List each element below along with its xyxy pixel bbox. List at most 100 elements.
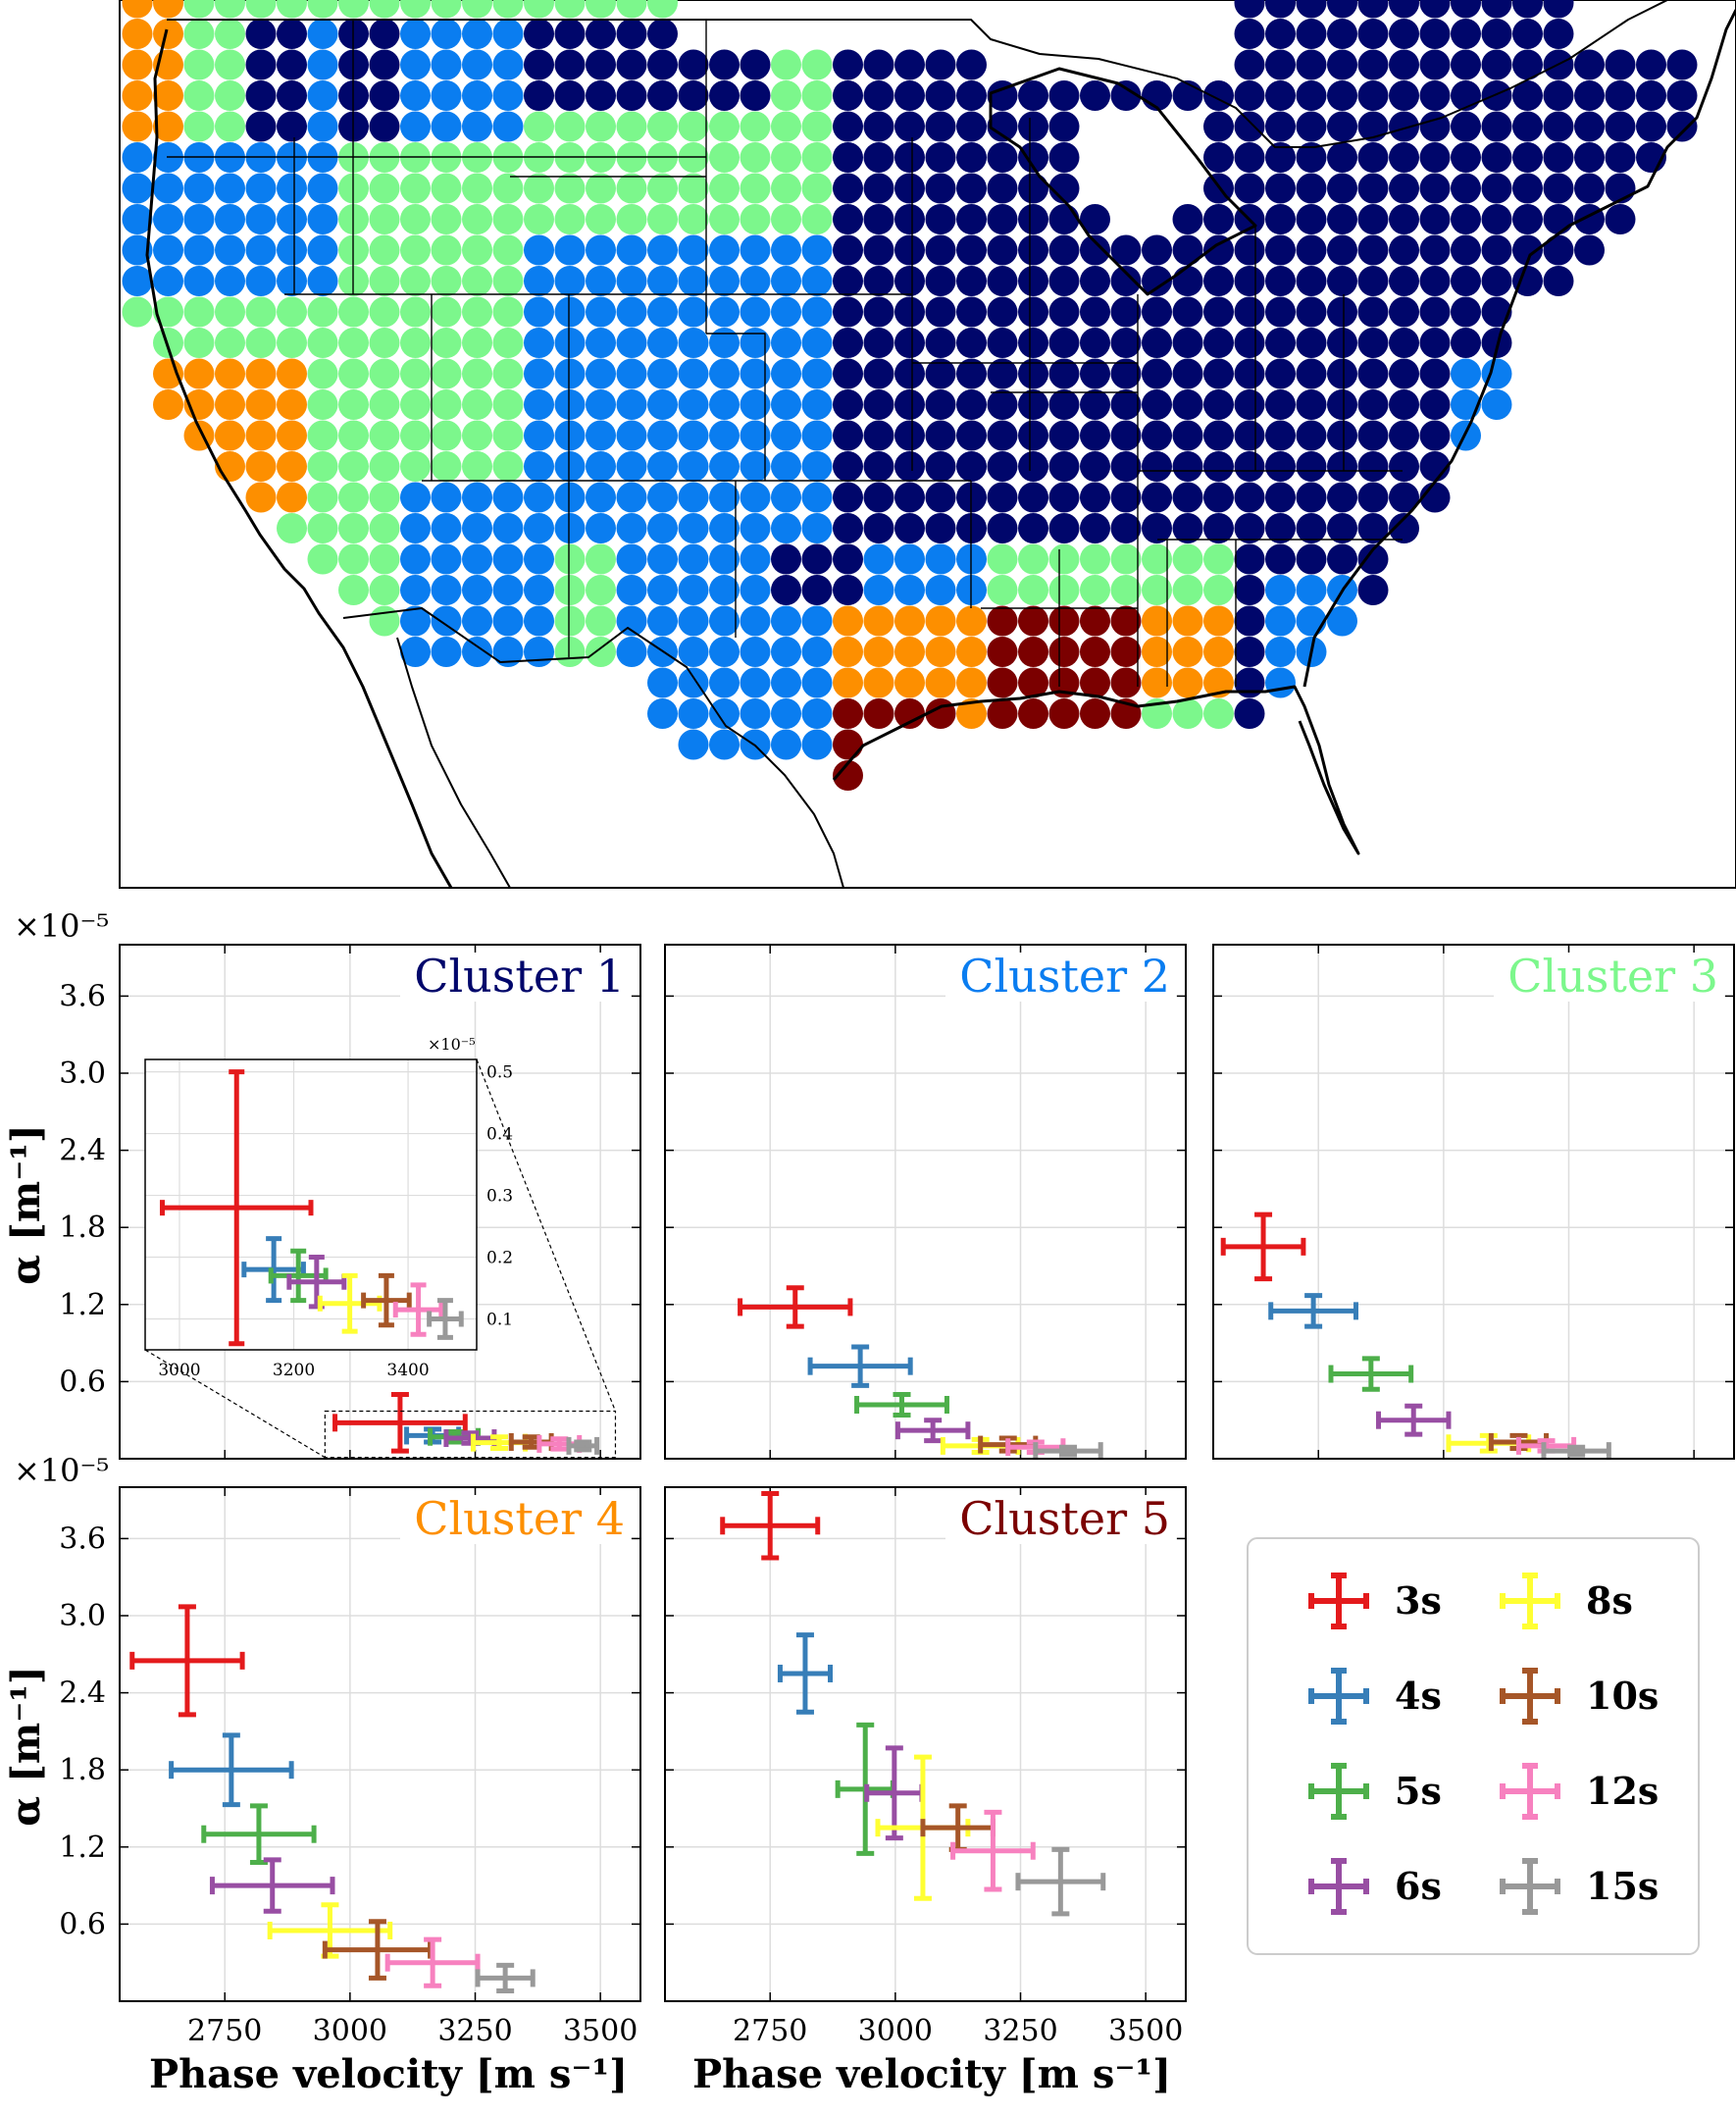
errorbar-15s [1033,1442,1103,1461]
map-dot [554,451,586,482]
map-dot [801,49,833,80]
map-dot [1110,605,1142,637]
map-dot [277,49,307,80]
map-dot [833,80,863,111]
map-dot [400,482,431,513]
map-dot [709,266,740,296]
map-dot [586,234,616,266]
map-dot [833,637,863,667]
errorbar-inset-4s [241,1236,306,1304]
map-dot [1018,605,1048,637]
map-dot [277,0,307,19]
map-dot [987,513,1018,543]
map-dot [894,234,925,266]
map-dot [1512,234,1543,266]
map-dot [678,482,709,513]
map-dot [431,173,462,204]
map-dot [801,729,833,760]
map-dot [1327,389,1357,420]
map-dot [771,358,801,389]
map-dot [678,575,709,605]
map-dot [1142,667,1172,698]
panel-cluster-4: 2750 3000 3250 3500 0.6 1.2 1.8 2.4 3.0 3.6 Cluste… [59,1486,641,2048]
map-dot [925,358,956,389]
map-dot [1080,667,1110,698]
map-dot [801,667,833,698]
map-dot [277,296,307,328]
map-dot [833,389,863,420]
map-dot [1389,142,1419,173]
map-dot [833,173,863,204]
x-tick-label: 3250 [983,2014,1057,2048]
map-dot [1419,49,1451,80]
map-dot [894,420,925,451]
map-dot [925,637,956,667]
map-dot [1080,358,1110,389]
map-dot [833,482,863,513]
map-dot [338,575,369,605]
map-dot [863,420,894,451]
map-dot [740,111,771,142]
map-dot [987,173,1018,204]
map-dot [1419,328,1451,358]
map-dot [1080,575,1110,605]
map-dot [307,266,338,296]
map-dot [1389,420,1419,451]
map-dot [1110,358,1142,389]
map-dot [1018,204,1048,234]
map-dot [369,80,400,111]
map-dot [153,358,183,389]
map-dot [338,482,369,513]
map-dot [1327,142,1357,173]
map-dot [554,389,586,420]
map-dot [1080,296,1110,328]
map-dot [400,296,431,328]
map-dot [492,328,524,358]
map-dot [524,204,554,234]
legend-entry-6s: 6s [1308,1858,1442,1915]
y-tick-label: 0.6 [59,1365,106,1399]
map-dot [586,575,616,605]
map-dot [956,667,987,698]
map-dot [1296,482,1327,513]
map-dot [925,49,956,80]
map-dot [400,0,431,19]
map-dot [925,266,956,296]
map-dot [987,266,1018,296]
map-dot [369,234,400,266]
errorbar-inset-12s [392,1282,444,1337]
map-dot [833,729,863,760]
x-tick-label: 3000 [313,2014,387,2048]
map-dot [1296,513,1327,543]
map-dot [554,173,586,204]
map-dot [740,667,771,698]
map-dot [245,451,277,482]
map-dot [1048,451,1080,482]
map-dot [925,451,956,482]
map-dot [1389,173,1419,204]
map-dot [1357,234,1389,266]
map-dot [801,266,833,296]
map-dot [1296,80,1327,111]
map-dot [1110,451,1142,482]
map-dot [1048,482,1080,513]
map-dot [183,234,215,266]
map-dot [122,142,153,173]
map-dot [1018,451,1048,482]
map-dot [1018,575,1048,605]
map-dot [1296,328,1327,358]
map-dot [524,389,554,420]
map-dot [400,19,431,49]
map-dot [1203,204,1234,234]
map-dot [833,204,863,234]
map-dot [1357,49,1389,80]
map-dot [1419,358,1451,389]
map-dot [1203,513,1234,543]
y-tick-label: 3.0 [59,1057,106,1091]
map-dot [1234,0,1265,19]
map-dot [956,49,987,80]
map-dot [1234,111,1265,142]
map-dot [492,0,524,19]
map-dot [1481,111,1512,142]
map-dot [462,266,492,296]
